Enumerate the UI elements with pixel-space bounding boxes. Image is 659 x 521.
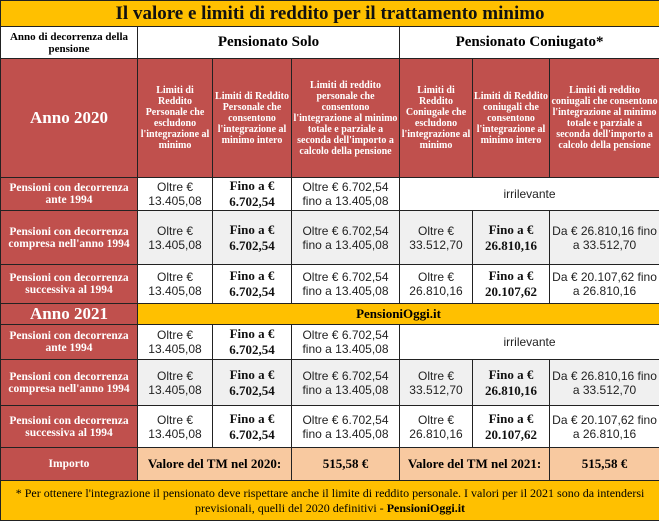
value-cell: Fino a € 6.702,54 [212, 177, 292, 211]
importo-label: Importo [0, 447, 138, 481]
subheader: Limiti di Reddito Coniugale che escludon… [399, 58, 473, 178]
value-cell: Fino a € 6.702,54 [212, 324, 292, 360]
value-cell: Oltre € 6.702,54 fino a 13.405,08 [291, 359, 400, 406]
value-cell: Fino a € 6.702,54 [212, 210, 292, 265]
footer-brand: PensioniOggi.it [386, 500, 466, 515]
year-2021-label: Anno 2021 [0, 303, 138, 325]
table-row: Pensioni con decorrenza ante 1994 Oltre €… [0, 324, 659, 360]
value-cell: Oltre € 13.405,08 [137, 324, 213, 360]
value-cell: Da € 20.107,62 fino a 26.810,16 [548, 405, 659, 448]
table-row: Pensioni con decorrenza compresa nell'an… [0, 359, 659, 406]
value-cell: Oltre € 13.405,08 [137, 177, 213, 211]
table-row: Pensioni con decorrenza successiva al 19… [0, 405, 659, 448]
coniugato-header: Pensionato Coniugato* [398, 26, 659, 59]
value-cell: Fino a € 20.107,62 [472, 405, 550, 448]
subheader: Limiti di Reddito Personale che escludon… [137, 58, 213, 178]
table-row: Pensioni con decorrenza compresa nell'an… [0, 210, 659, 265]
row-label: Pensioni con decorrenza compresa nell'an… [0, 210, 138, 265]
value-cell: Oltre € 26.810,16 [399, 264, 473, 304]
value-cell: Da € 26.810,16 fino a 33.512,70 [548, 210, 659, 265]
subheader: Limiti di reddito personale che consento… [291, 58, 400, 178]
irrilevante-cell: irrilevante [398, 177, 659, 211]
table-title: Il valore e limiti di reddito per il tra… [0, 0, 659, 27]
value-cell: Oltre € 6.702,54 fino a 13.405,08 [291, 405, 400, 448]
solo-header: Pensionato Solo [137, 26, 400, 59]
value-cell: Fino a € 6.702,54 [212, 359, 292, 406]
tm-2020-label: Valore del TM nel 2020: [137, 447, 292, 481]
year-column-header: Anno di decorrenza della pensione [0, 26, 138, 59]
table-row: Pensioni con decorrenza successiva al 19… [0, 264, 659, 304]
value-cell: Oltre € 13.405,08 [137, 264, 213, 304]
value-cell: Fino a € 20.107,62 [472, 264, 550, 304]
table-row: Pensioni con decorrenza ante 1994 Oltre €… [0, 177, 659, 211]
value-cell: Da € 26.810,16 fino a 33.512,70 [548, 359, 659, 406]
subheader: Limiti di Reddito Personale che consento… [212, 58, 292, 178]
tm-2021-label: Valore del TM nel 2021: [399, 447, 550, 481]
value-cell: Oltre € 13.405,08 [137, 359, 213, 406]
row-label: Pensioni con decorrenza ante 1994 [0, 324, 138, 360]
row-label: Pensioni con decorrenza successiva al 19… [0, 264, 138, 304]
footer-text: * Per ottenere l'integrazione il pension… [15, 485, 645, 515]
tm-2020-value: 515,58 € [291, 447, 400, 481]
value-cell: Oltre € 6.702,54 fino a 13.405,08 [291, 210, 400, 265]
row-label: Pensioni con decorrenza compresa nell'an… [0, 359, 138, 406]
value-cell: Fino a € 26.810,16 [472, 210, 550, 265]
footer-note: * Per ottenere l'integrazione il pension… [0, 480, 659, 521]
value-cell: Oltre € 6.702,54 fino a 13.405,08 [291, 264, 400, 304]
row-label: Pensioni con decorrenza successiva al 19… [0, 405, 138, 448]
value-cell: Oltre € 6.702,54 fino a 13.405,08 [291, 177, 400, 211]
value-cell: Oltre € 13.405,08 [137, 405, 213, 448]
value-cell: Oltre € 26.810,16 [399, 405, 473, 448]
value-cell: Oltre € 33.512,70 [399, 210, 473, 265]
value-cell: Oltre € 13.405,08 [137, 210, 213, 265]
value-cell: Fino a € 26.810,16 [472, 359, 550, 406]
subheader: Limiti di reddito coniugali che consento… [548, 58, 659, 178]
subheader: Limiti di Reddito coniugali che consento… [472, 58, 550, 178]
value-cell: Fino a € 6.702,54 [212, 405, 292, 448]
irrilevante-cell: irrilevante [398, 324, 659, 360]
row-label: Pensioni con decorrenza ante 1994 [0, 177, 138, 211]
value-cell: Fino a € 6.702,54 [212, 264, 292, 304]
year-2020-label: Anno 2020 [0, 58, 138, 178]
brand-banner: PensioniOggi.it [136, 303, 659, 325]
value-cell: Da € 20.107,62 fino a 26.810,16 [548, 264, 659, 304]
value-cell: Oltre € 6.702,54 fino a 13.405,08 [291, 324, 400, 360]
value-cell: Oltre € 33.512,70 [399, 359, 473, 406]
tm-2021-value: 515,58 € [548, 447, 659, 481]
